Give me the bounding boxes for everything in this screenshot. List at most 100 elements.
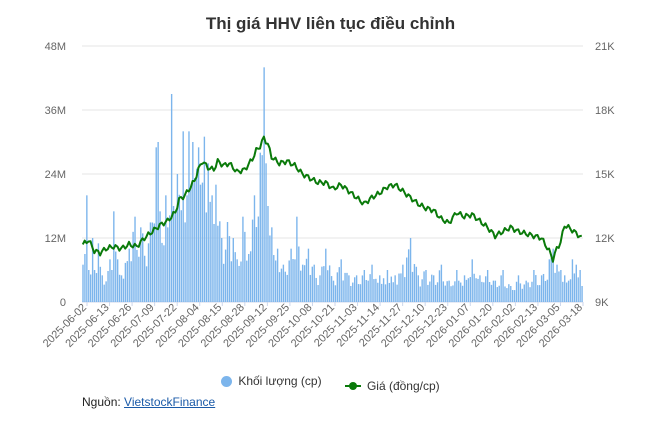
volume-bar (207, 163, 209, 302)
volume-bar (529, 287, 531, 302)
volume-bar (176, 174, 179, 302)
volume-bar (388, 282, 391, 302)
volume-bar (463, 275, 466, 302)
volume-bar (359, 284, 362, 302)
volume-bar (538, 285, 541, 302)
volume-bar (330, 276, 333, 302)
volume-bar (450, 286, 452, 302)
volume-bar (82, 264, 84, 302)
volume-bar (371, 264, 373, 302)
volume-bar (128, 248, 130, 302)
volume-bar (465, 279, 468, 302)
volume-bar (531, 281, 533, 302)
volume-bar (224, 249, 227, 302)
volume-bar (120, 275, 123, 302)
volume-bar (199, 184, 202, 302)
volume-bar (116, 259, 119, 302)
volume-bar (211, 195, 213, 302)
volume-bar (392, 282, 394, 302)
volume-bar (215, 184, 217, 302)
volume-bar (284, 271, 287, 302)
volume-bar (311, 266, 313, 302)
volume-bar (490, 284, 493, 302)
volume-bar (556, 264, 558, 302)
volume-bar (513, 290, 516, 302)
volume-bar (259, 152, 261, 302)
volume-bar (479, 275, 481, 302)
volume-bar (325, 248, 327, 302)
source-link[interactable]: VietstockFinance (124, 395, 216, 409)
source-prefix: Nguồn: (82, 395, 125, 409)
volume-bar (506, 288, 508, 302)
volume-bar (274, 260, 277, 302)
volume-bar (485, 276, 487, 302)
volume-bar (373, 279, 375, 302)
volume-bar (517, 275, 520, 302)
volume-bar (201, 182, 204, 302)
volume-bar (438, 270, 441, 302)
volume-bar (346, 272, 348, 302)
volume-bar (93, 270, 96, 302)
legend-item-volume[interactable]: Khối lượng (cp) (221, 374, 322, 388)
volume-bar (261, 155, 263, 302)
volume-bar (375, 278, 377, 302)
volume-bar (579, 270, 581, 302)
volume-bar (186, 195, 188, 302)
volume-bar (296, 216, 298, 302)
volume-bar (564, 275, 566, 302)
volume-bar (219, 221, 221, 302)
volume-bar (336, 272, 339, 302)
volume-bar (440, 264, 443, 302)
volume-bar (377, 282, 379, 302)
volume-bar (292, 259, 294, 302)
volume-bar (554, 272, 556, 302)
volume-bar (321, 266, 323, 302)
volume-bar (540, 275, 543, 302)
volume-bar (494, 280, 497, 302)
volume-bar (222, 263, 225, 302)
volume-bar (411, 271, 414, 302)
legend-volume-label: Khối lượng (cp) (238, 374, 322, 388)
volume-bar (429, 281, 431, 302)
volume-bar (172, 206, 175, 302)
volume-bar (433, 275, 435, 302)
volume-bar (571, 259, 574, 302)
volume-bar (298, 246, 300, 302)
volume-bar (427, 284, 429, 302)
volume-bar (442, 281, 445, 302)
chart-title: Thị giá HHV liên tục điều chỉnh (205, 14, 456, 33)
volume-bar (406, 257, 408, 302)
volume-bar (546, 279, 549, 302)
volume-bar (99, 266, 102, 302)
volume-bar (384, 284, 387, 302)
volume-bar (344, 272, 346, 302)
volume-bar (469, 277, 471, 302)
volume-bar (134, 216, 136, 302)
volume-bar (398, 273, 400, 302)
volume-bar (90, 274, 92, 302)
volume-bar (251, 219, 254, 302)
volume-bar (452, 285, 454, 302)
volume-bar (510, 286, 512, 302)
legend-item-price[interactable]: Giá (đồng/cp) (344, 378, 440, 393)
legend-price-label: Giá (đồng/cp) (366, 378, 440, 393)
volume-bar (221, 238, 223, 302)
volume-bar (197, 147, 200, 302)
volume-bar (461, 285, 464, 302)
volume-bar (126, 261, 129, 302)
volume-bar (246, 260, 248, 302)
volume-bar (230, 261, 233, 302)
volume-bar (431, 274, 433, 302)
volume-bar (165, 195, 167, 302)
volume-bar (84, 254, 86, 302)
volume-bar (402, 264, 404, 302)
volume-bar (396, 284, 398, 302)
volume-bar (327, 270, 329, 302)
volume-bar (413, 264, 416, 302)
volume-bar (203, 136, 206, 302)
volume-bar (118, 274, 121, 302)
volume-bar (244, 231, 246, 302)
volume-bar (301, 264, 304, 302)
volume-bar (394, 275, 396, 302)
